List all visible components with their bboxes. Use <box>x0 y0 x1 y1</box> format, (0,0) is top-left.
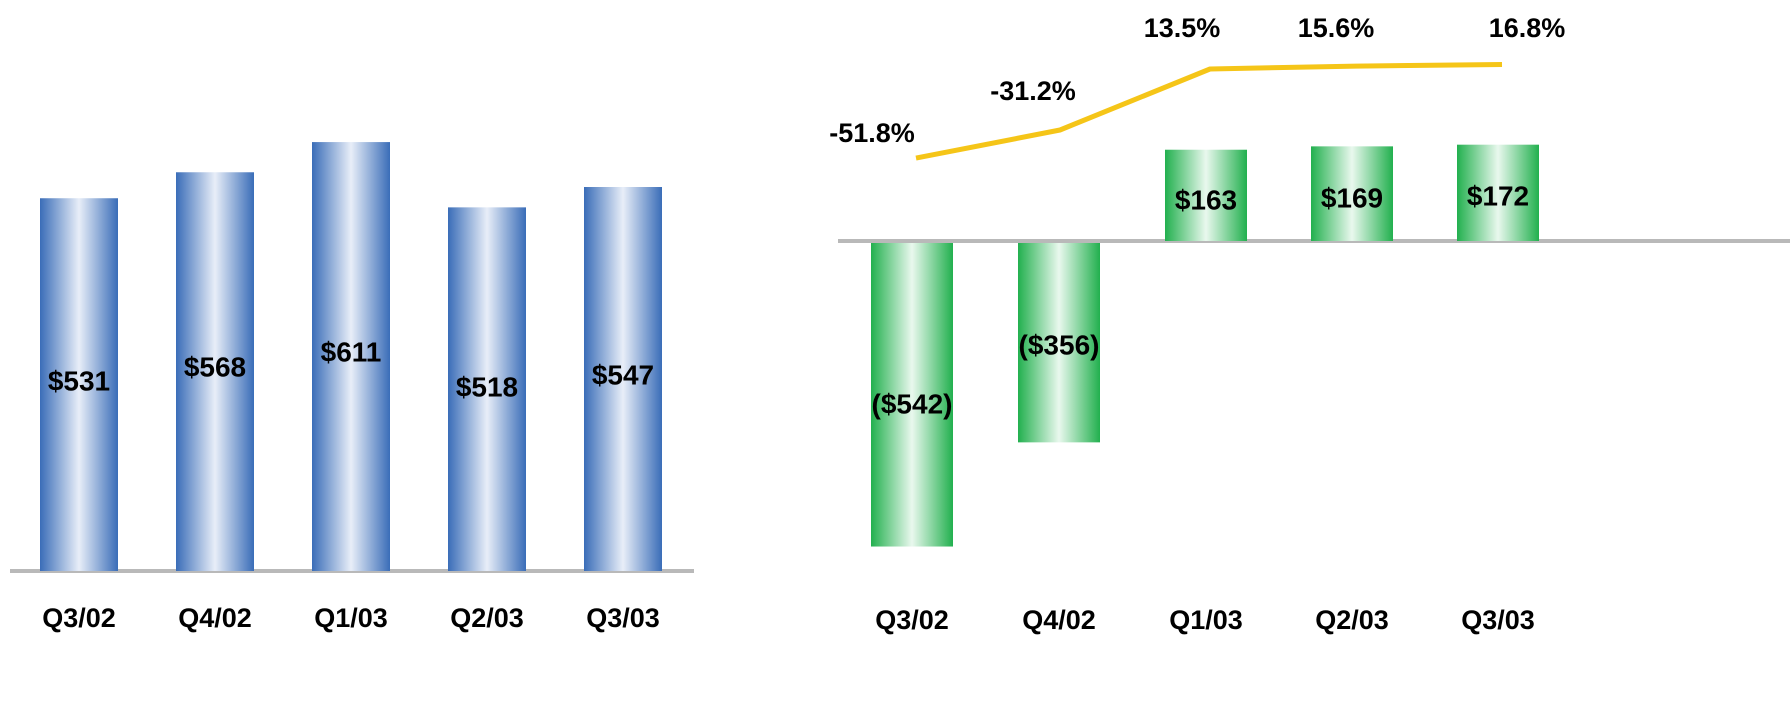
left-bar <box>40 198 118 571</box>
right-bar-value-label: $169 <box>1321 182 1383 213</box>
right-bar <box>1165 149 1247 241</box>
right-x-tick-label: Q2/03 <box>1315 605 1389 635</box>
left-bar-value-label: $518 <box>456 371 518 402</box>
left-bar-value-label: $531 <box>48 365 110 396</box>
right-x-tick-label: Q3/02 <box>875 605 949 635</box>
left-bar <box>312 142 390 571</box>
percentage-data-label: 16.8% <box>1489 13 1566 43</box>
percentage-data-label: -31.2% <box>990 76 1076 106</box>
right-combo-chart: ($542) ($356) $163 $169 $172 -51.8% -31.2% 13.5… <box>829 13 1790 635</box>
left-bar <box>448 207 526 571</box>
left-x-tick-label: Q3/03 <box>586 603 660 633</box>
percentage-data-label: -51.8% <box>829 118 915 148</box>
right-x-tick-label: Q3/03 <box>1461 605 1535 635</box>
left-x-tick-label: Q2/03 <box>450 603 524 633</box>
percentage-data-label: 15.6% <box>1298 13 1375 43</box>
left-bar-value-label: $611 <box>321 336 382 367</box>
right-bar-value-label: $172 <box>1467 180 1529 211</box>
right-bar-value-label: ($356) <box>1019 329 1100 360</box>
left-x-tick-label: Q3/02 <box>42 603 116 633</box>
right-x-tick-label: Q1/03 <box>1169 605 1243 635</box>
left-bar-value-label: $547 <box>592 359 654 390</box>
left-x-tick-label: Q1/03 <box>314 603 388 633</box>
right-bar <box>871 243 953 547</box>
right-bar <box>1311 146 1393 241</box>
left-bar <box>176 172 254 571</box>
percentage-line <box>915 62 1503 161</box>
left-bar <box>584 187 662 572</box>
right-bar-value-label: ($542) <box>872 388 953 419</box>
right-bar <box>1457 144 1539 241</box>
percentage-data-label: 13.5% <box>1144 13 1221 43</box>
left-bar-value-label: $568 <box>184 351 246 382</box>
left-bar-chart: $531 $568 $611 $518 $547 Q3/02 Q4/02 Q1/03 Q2/03… <box>10 142 694 633</box>
right-bar <box>1018 243 1100 443</box>
left-x-tick-label: Q4/02 <box>178 603 252 633</box>
right-x-tick-label: Q4/02 <box>1022 605 1096 635</box>
right-bar-value-label: $163 <box>1175 184 1237 215</box>
